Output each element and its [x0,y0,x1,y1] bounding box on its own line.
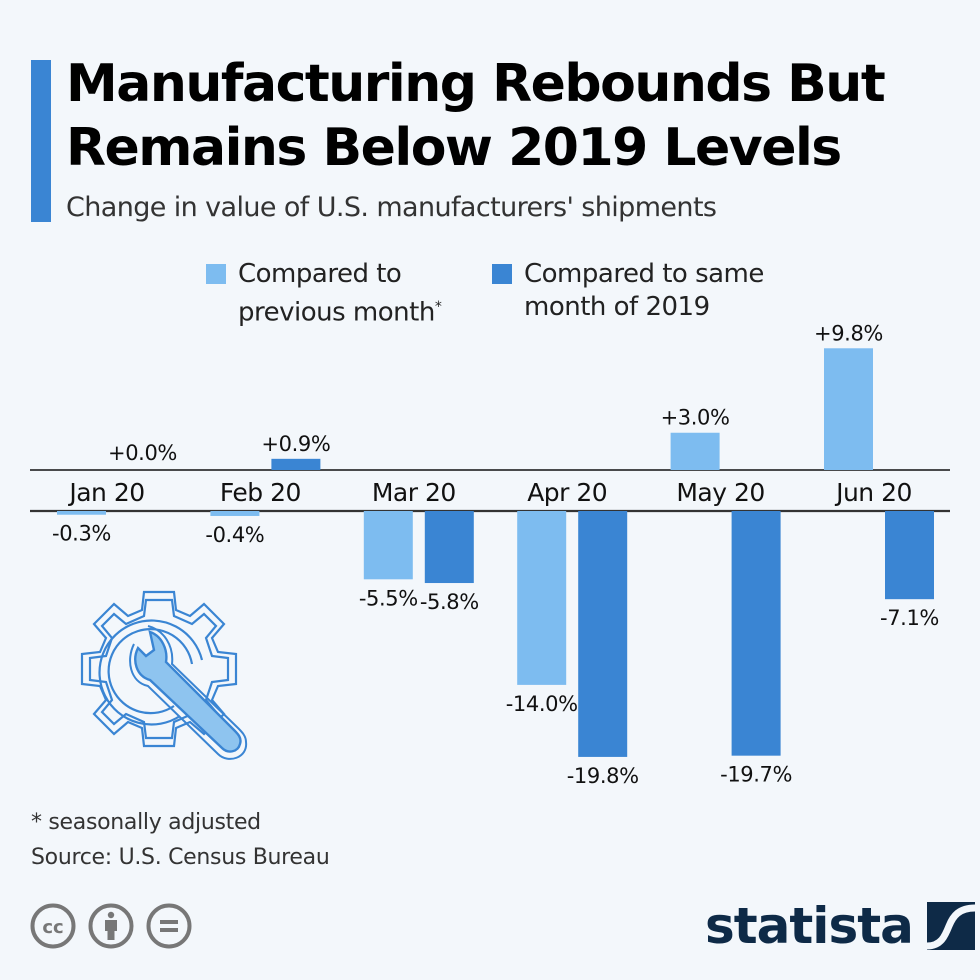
legend-item-previous-month: Compared to previous month* [206,258,442,330]
svg-text:cc: cc [42,917,63,938]
cc-icon[interactable]: cc [30,903,76,949]
bar-vs-2019 [424,511,474,584]
bar-vs-2019 [578,511,628,757]
data-label: -0.4% [205,523,264,547]
category-label: Jan 20 [67,478,144,507]
footnote: * seasonally adjusted [31,810,261,835]
subtitle: Change in value of U.S. manufacturers' s… [66,192,717,223]
category-label: Feb 20 [220,478,301,507]
legend-swatch-previous-month [206,264,226,284]
title-line-2: Remains Below 2019 Levels [66,118,842,178]
legend-label-line: previous month [238,297,435,328]
license-icons: cc [30,903,192,949]
bar-previous-month [363,511,413,580]
data-label: -14.0% [506,692,578,716]
data-label: -19.7% [720,763,792,787]
data-label: +9.8% [814,321,883,345]
bar-previous-month [670,432,720,470]
legend-item-2019: Compared to same month of 2019 [492,258,764,324]
title-accent-bar [31,60,51,222]
no-derivatives-icon[interactable] [146,903,192,949]
bar-vs-2019 [885,511,934,600]
attribution-icon[interactable] [88,903,134,949]
statista-logo[interactable]: statista [705,896,975,956]
data-label: -7.1% [880,606,939,630]
category-label: May 20 [676,478,764,507]
data-label: -5.5% [359,586,418,610]
data-label: -5.8% [420,590,479,614]
bar-vs-2019 [271,458,321,470]
legend-label-line: month of 2019 [524,292,710,322]
data-label: +0.9% [261,432,330,456]
bar-previous-month [210,511,260,516]
legend-label-line: Compared to same [524,259,764,289]
legend-footnote-mark: * [434,299,442,315]
data-label: +0.0% [108,441,177,465]
bar-vs-2019 [731,511,781,756]
legend-swatch-2019 [492,264,512,284]
bar-previous-month [824,348,873,470]
wrench-gear-icon [80,590,248,760]
bar-previous-month [57,511,106,515]
data-label: +3.0% [661,406,730,430]
bar-previous-month [517,511,567,685]
page-title: Manufacturing Rebounds But Remains Below… [66,52,966,180]
data-label: -0.3% [52,522,111,546]
data-label: -19.8% [567,764,639,788]
logo-text: statista [705,897,914,955]
category-label: Apr 20 [527,478,607,507]
title-line-1: Manufacturing Rebounds But [66,54,886,114]
statista-logo-icon [926,902,975,950]
category-label: Mar 20 [372,478,456,507]
category-label: Jun 20 [834,478,912,507]
legend-label-line: Compared to [238,259,402,289]
source-note: Source: U.S. Census Bureau [31,845,330,870]
